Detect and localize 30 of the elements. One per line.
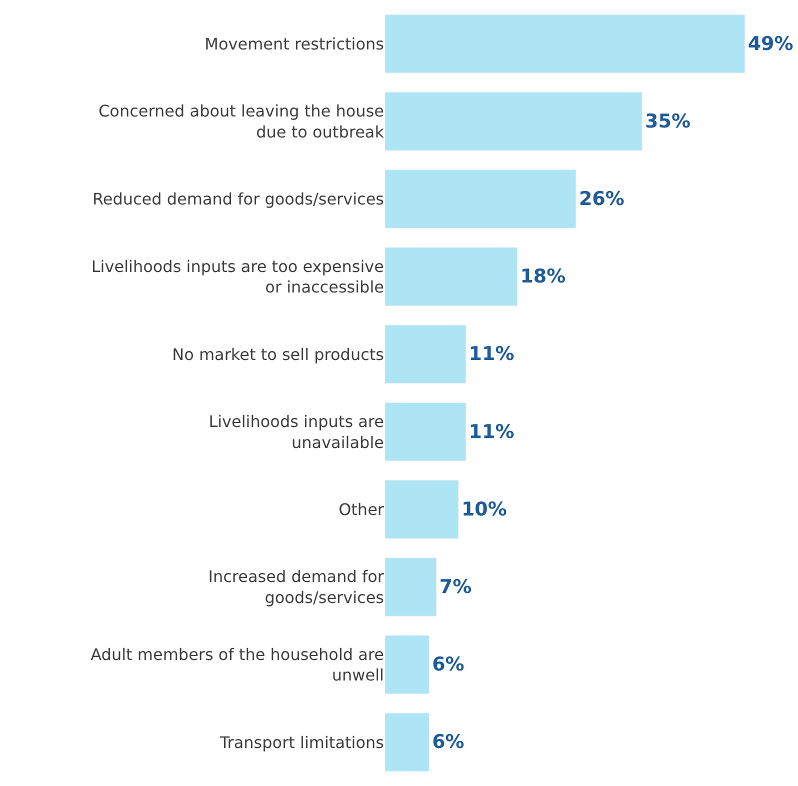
data-label: 10%: [461, 498, 507, 520]
y-tick-label: Livelihoods inputs are unavailable: [208, 412, 384, 452]
y-tick-label: Movement restrictions: [204, 34, 384, 54]
y-tick-label: Increased demand for goods/services: [208, 567, 384, 607]
bar: [385, 635, 430, 694]
y-tick-label: Other: [338, 500, 384, 519]
y-tick-label: Concerned about leaving the house due to outbreak: [98, 102, 385, 142]
y-tick-label: No market to sell products: [172, 344, 384, 364]
bar: [385, 402, 466, 462]
data-label: 49%: [748, 32, 794, 55]
y-tick-label: Livelihoods inputs are too expensive or inaccessible: [91, 256, 384, 297]
bar: [385, 14, 746, 74]
y-tick-label: Reduced demand for goods/services: [92, 190, 384, 209]
bar: [385, 324, 466, 384]
bar: [385, 247, 518, 306]
bar: [385, 170, 576, 228]
data-label: 7%: [439, 576, 472, 598]
data-label: 35%: [645, 110, 691, 132]
y-tick-label: Transport limitations: [218, 732, 384, 752]
y-tick-label: Adult members of the household are unwell: [90, 644, 384, 685]
data-label: 26%: [578, 188, 624, 210]
data-label: 6%: [432, 654, 464, 676]
data-label: 11%: [468, 420, 514, 443]
bar: [385, 480, 459, 539]
bar: [385, 558, 437, 616]
data-label: 18%: [520, 266, 566, 288]
data-label: 11%: [468, 343, 514, 366]
bar: [385, 712, 430, 772]
bar: [385, 92, 642, 151]
data-label: 6%: [432, 731, 464, 754]
